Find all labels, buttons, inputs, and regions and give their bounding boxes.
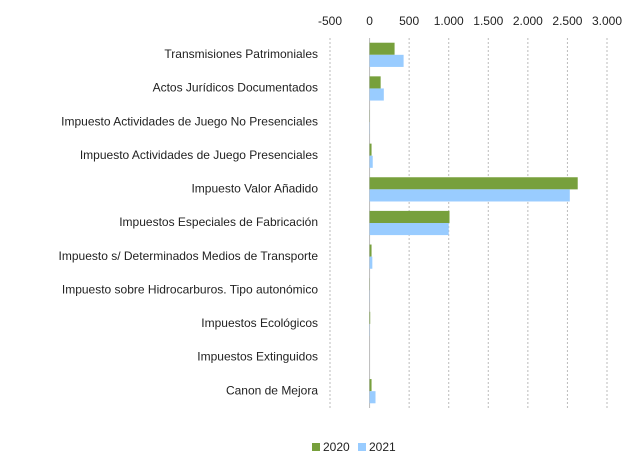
bar	[369, 88, 384, 101]
y-tick-label: Canon de Mejora	[226, 383, 318, 397]
bar	[369, 143, 372, 156]
y-tick-label: Actos Jurídicos Documentados	[153, 81, 318, 95]
y-tick-label: Impuesto s/ Determinados Medios de Trans…	[59, 249, 319, 263]
y-tick-label: Impuesto Actividades de Juego No Presenc…	[61, 114, 318, 128]
bar	[369, 256, 373, 269]
legend-swatch	[312, 443, 320, 451]
y-tick-label: Impuesto sobre Hidrocarburos. Tipo auton…	[62, 282, 318, 296]
y-tick-label: Impuestos Ecológicos	[201, 316, 318, 330]
legend-label: 2020	[323, 440, 350, 454]
legend-swatch	[358, 443, 366, 451]
x-tick-label: 2.000	[513, 14, 543, 28]
x-tick-label: 500	[399, 14, 419, 28]
bar	[369, 76, 381, 89]
bar	[369, 223, 449, 236]
bar	[369, 54, 404, 67]
bar	[369, 210, 450, 223]
bar	[369, 155, 373, 168]
y-tick-label: Impuesto Actividades de Juego Presencial…	[80, 148, 318, 162]
x-tick-label: 2.500	[552, 14, 582, 28]
legend-label: 2021	[369, 440, 396, 454]
x-tick-label: 1.000	[434, 14, 464, 28]
x-tick-label: -500	[318, 14, 342, 28]
y-tick-label: Transmisiones Patrimoniales	[164, 47, 318, 61]
bar	[369, 311, 371, 324]
bar	[369, 391, 376, 404]
y-tick-label: Impuestos Extinguidos	[197, 350, 318, 364]
y-tick-label: Impuestos Especiales de Fabricación	[119, 215, 318, 229]
bar	[369, 177, 578, 190]
bar	[369, 244, 372, 257]
bar	[369, 379, 372, 392]
x-tick-label: 0	[366, 14, 373, 28]
y-tick-label: Impuesto Valor Añadido	[191, 182, 318, 196]
x-tick-label: 1.500	[473, 14, 503, 28]
bar	[369, 189, 570, 202]
bar	[369, 42, 395, 55]
x-tick-label: 3.000	[592, 14, 622, 28]
